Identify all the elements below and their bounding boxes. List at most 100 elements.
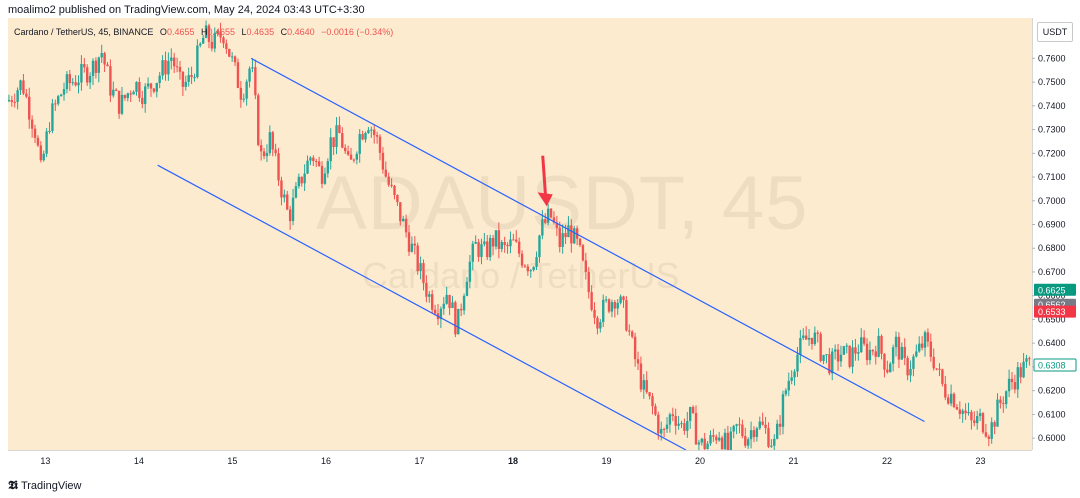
candle-body — [1028, 358, 1031, 360]
candle-body — [938, 368, 941, 370]
arrow-annotation-icon — [537, 192, 553, 207]
candle-body — [741, 424, 744, 437]
candle-body — [399, 202, 402, 222]
candle-body — [755, 428, 759, 438]
candle-body — [749, 430, 753, 440]
candle-body — [717, 437, 721, 441]
candle-body — [286, 194, 289, 210]
candle-body — [178, 67, 182, 72]
candle-body — [871, 349, 875, 352]
price-label-text: 0.6308 — [1038, 361, 1066, 371]
candle-body — [1007, 378, 1011, 392]
price-label: 0.6308 — [1033, 358, 1077, 372]
candle-body — [738, 424, 741, 426]
legend-close: 0.4640 — [287, 27, 315, 37]
candle-body — [813, 332, 817, 345]
candle-body — [190, 75, 193, 78]
candle-body — [628, 330, 631, 332]
candle-body — [526, 266, 530, 272]
candle-body — [274, 149, 277, 154]
candle-body — [787, 380, 790, 391]
candle-body — [596, 317, 599, 329]
candle-body — [648, 392, 651, 397]
candle-body — [375, 135, 379, 137]
price-label-text: 0.6625 — [1038, 285, 1066, 295]
candle-body — [355, 153, 359, 160]
candle-body — [262, 151, 266, 157]
candle-body — [680, 423, 683, 425]
candle-body — [477, 242, 480, 257]
candle-body — [804, 335, 808, 340]
candle-body — [958, 409, 962, 414]
candle-body — [77, 82, 80, 86]
candle-body — [703, 438, 706, 450]
x-tick-label: 20 — [695, 456, 705, 466]
candle-body — [947, 397, 950, 404]
candle-body — [970, 411, 973, 421]
candle-body — [512, 239, 515, 241]
candle-body — [210, 41, 214, 49]
candle-body — [494, 230, 498, 247]
candle-body — [433, 309, 437, 314]
arrow-annotation-shaft — [541, 155, 548, 199]
candle-body — [926, 332, 930, 342]
candle-body — [877, 335, 880, 357]
candle-body — [807, 337, 811, 340]
time-axis[interactable] — [8, 450, 1032, 473]
candle-body — [929, 341, 933, 357]
candle-body — [288, 209, 292, 222]
candle-body — [578, 238, 582, 246]
candle-body — [468, 261, 472, 282]
candle-body — [36, 137, 40, 146]
chart-area[interactable] — [8, 18, 1032, 450]
candle-body — [532, 266, 535, 271]
footer: 𝕿𝖎 TradingView — [8, 478, 81, 493]
candle-body — [445, 294, 448, 304]
candle-body — [407, 232, 411, 252]
y-tick-label: 0.7600 — [1038, 53, 1066, 63]
candle-body — [1013, 382, 1017, 390]
candle-body — [245, 81, 248, 99]
candle-body — [100, 53, 103, 58]
candle-body — [254, 67, 257, 96]
candle-body — [187, 75, 190, 82]
candle-body — [515, 239, 518, 242]
candle-body — [51, 103, 54, 131]
x-tick-label: 17 — [414, 456, 424, 466]
candle-body — [86, 67, 89, 83]
candle-body — [22, 80, 25, 94]
candle-body — [796, 354, 799, 372]
candle-body — [216, 31, 219, 34]
y-tick-label: 0.6100 — [1038, 409, 1066, 419]
candle-body — [132, 91, 135, 95]
candle-body — [225, 43, 228, 49]
candle-body — [106, 64, 109, 67]
candle-body — [114, 89, 118, 91]
candle-body — [880, 335, 883, 354]
candle-body — [691, 406, 695, 413]
candle-body — [602, 299, 605, 323]
channel-trendline — [157, 164, 687, 450]
candle-body — [715, 436, 718, 441]
candle-body — [488, 237, 492, 258]
candle-body — [999, 399, 1002, 404]
candle-body — [564, 233, 567, 238]
candle-body — [538, 235, 541, 258]
candle-body — [767, 428, 770, 447]
price-axis[interactable] — [1032, 18, 1080, 450]
candle-body — [401, 218, 405, 222]
legend-symbol[interactable]: Cardano / TetherUS, 45, BINANCE — [14, 27, 154, 37]
candle-body — [631, 331, 634, 337]
candle-body — [486, 241, 489, 258]
currency-button[interactable]: USDT — [1037, 22, 1073, 42]
candle-body — [1025, 358, 1028, 362]
candle-body — [474, 242, 477, 244]
plot-group — [8, 20, 1031, 450]
candle-body — [88, 75, 92, 83]
candle-body — [735, 424, 738, 426]
candle-body — [848, 345, 851, 367]
candle-body — [196, 45, 199, 78]
candle-body — [457, 308, 460, 335]
footer-brand[interactable]: TradingView — [20, 479, 82, 492]
candle-body — [112, 89, 115, 96]
